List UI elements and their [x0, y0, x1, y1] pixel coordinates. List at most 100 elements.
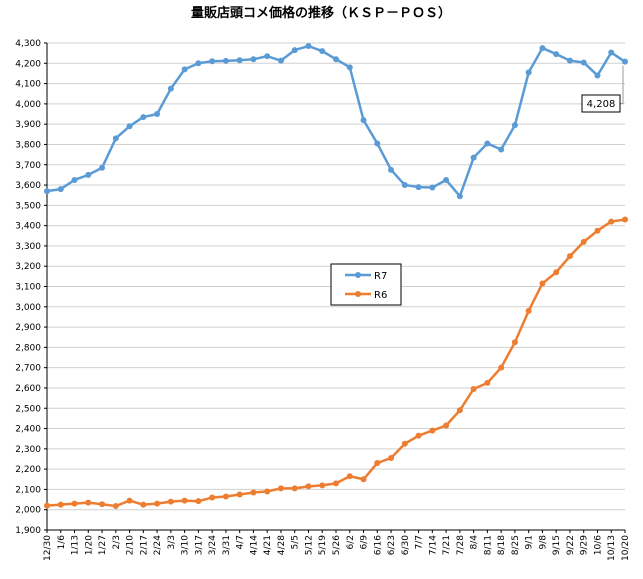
- data-point-R6: [388, 454, 395, 461]
- data-point-R6: [580, 238, 587, 245]
- data-point-R6: [181, 497, 188, 504]
- data-point-R7: [99, 164, 106, 171]
- data-point-R6: [71, 500, 78, 507]
- data-point-R7: [622, 58, 628, 65]
- last-value-callout: 4,208: [581, 65, 624, 113]
- data-point-R6: [429, 427, 436, 434]
- data-point-R6: [511, 339, 518, 346]
- data-point-R7: [57, 186, 64, 193]
- y-tick-label: 3,600: [15, 181, 41, 191]
- data-point-R7: [209, 58, 216, 65]
- x-tick-label: 6/30: [401, 535, 411, 555]
- y-tick-label: 3,400: [15, 222, 41, 232]
- chart-title: 量販店頭コメ価格の推移（ＫＳＰ－ＰＯＳ）: [191, 5, 451, 21]
- data-point-R6: [44, 502, 50, 509]
- data-point-R7: [566, 57, 573, 64]
- x-tick-label: 9/8: [538, 535, 548, 550]
- data-point-R6: [443, 422, 450, 429]
- data-point-R7: [594, 72, 601, 79]
- data-point-R6: [553, 269, 560, 276]
- data-point-R6: [305, 483, 312, 490]
- x-tick-label: 3/17: [194, 535, 204, 555]
- x-tick-label: 5/26: [332, 535, 342, 555]
- data-point-R7: [429, 184, 436, 191]
- y-tick-label: 1,900: [15, 526, 41, 536]
- x-tick-label: 7/21: [442, 535, 452, 555]
- x-tick-label: 8/25: [511, 535, 521, 555]
- series-lines: [44, 43, 628, 510]
- y-tick-labels: 1,900 2,000 2,100 2,200 2,300 2,400 2,500 2,600…: [15, 39, 41, 536]
- callout-box: [581, 94, 621, 113]
- y-tick-label: 4,300: [15, 39, 41, 49]
- x-tick-label: 7/14: [428, 535, 438, 555]
- data-point-R6: [319, 482, 326, 489]
- data-point-R7: [44, 188, 50, 195]
- x-tick-label: 5/19: [318, 535, 328, 555]
- x-tick-label: 1/20: [84, 535, 94, 555]
- x-tick-label: 12/30: [43, 535, 53, 561]
- data-point-R7: [401, 182, 408, 189]
- y-tick-label: 2,700: [15, 364, 41, 374]
- data-point-R7: [236, 57, 243, 64]
- data-point-R6: [360, 476, 367, 483]
- legend: R7 R6: [330, 263, 402, 306]
- x-tick-labels: 12/30 1/6 1/13 1/20 1/27 2/3 2/10 2/17 2/24 3/3 3/…: [43, 530, 631, 561]
- x-tick-label: 9/15: [552, 535, 562, 555]
- data-point-R6: [167, 498, 174, 505]
- data-point-R6: [539, 280, 546, 287]
- x-tick-label: 8/4: [470, 535, 480, 550]
- x-tick-label: 1/6: [57, 535, 67, 550]
- y-tick-label: 4,100: [15, 80, 41, 90]
- y-tick-label: 2,800: [15, 343, 41, 353]
- y-tick-label: 3,900: [15, 120, 41, 130]
- y-tick-label: 3,700: [15, 161, 41, 171]
- data-point-R7: [525, 69, 532, 76]
- x-tick-label: 3/3: [167, 535, 177, 549]
- data-point-R7: [181, 66, 188, 73]
- x-tick-label: 4/21: [263, 535, 273, 555]
- data-point-R7: [140, 114, 147, 121]
- data-point-R6: [99, 501, 106, 508]
- x-tick-label: 9/29: [580, 535, 590, 555]
- data-point-R7: [85, 171, 92, 178]
- data-point-R6: [57, 501, 64, 508]
- y-tick-label: 3,100: [15, 283, 41, 293]
- data-point-R6: [291, 485, 298, 492]
- x-tick-label: 9/1: [525, 535, 535, 549]
- x-tick-label: 10/6: [593, 535, 603, 555]
- y-tick-label: 3,500: [15, 201, 41, 211]
- x-tick-label: 4/14: [249, 535, 259, 555]
- data-point-R6: [140, 501, 147, 508]
- x-tick-label: 2/10: [126, 535, 136, 555]
- data-point-R6: [498, 364, 505, 371]
- data-point-R6: [209, 494, 216, 501]
- data-point-R7: [264, 53, 271, 60]
- y-tick-label: 4,000: [15, 100, 41, 110]
- data-point-R6: [126, 497, 133, 504]
- callout-leader: [620, 65, 624, 104]
- x-tick-label: 3/24: [208, 535, 218, 555]
- data-point-R7: [305, 43, 312, 50]
- legend-marker-R7: [355, 272, 361, 278]
- data-point-R7: [291, 47, 298, 54]
- x-tick-label: 6/9: [360, 535, 370, 550]
- data-point-R6: [112, 503, 119, 510]
- x-tick-label: 1/13: [71, 535, 81, 555]
- data-point-R6: [401, 440, 408, 447]
- y-tick-label: 2,000: [15, 506, 41, 516]
- x-tick-label: 8/18: [497, 535, 507, 555]
- data-point-R6: [374, 460, 381, 467]
- data-point-R6: [264, 488, 271, 495]
- data-point-R6: [346, 473, 353, 480]
- data-point-R7: [539, 45, 546, 52]
- data-point-R7: [374, 140, 381, 147]
- y-tick-label: 2,100: [15, 485, 41, 495]
- data-point-R6: [250, 489, 257, 496]
- data-point-R7: [154, 111, 161, 118]
- data-point-R6: [456, 407, 463, 414]
- x-tick-label: 10/13: [607, 535, 617, 561]
- x-tick-label: 3/31: [222, 535, 232, 555]
- y-tick-label: 2,600: [15, 384, 41, 394]
- data-point-R7: [250, 56, 257, 63]
- y-tick-label: 2,200: [15, 465, 41, 475]
